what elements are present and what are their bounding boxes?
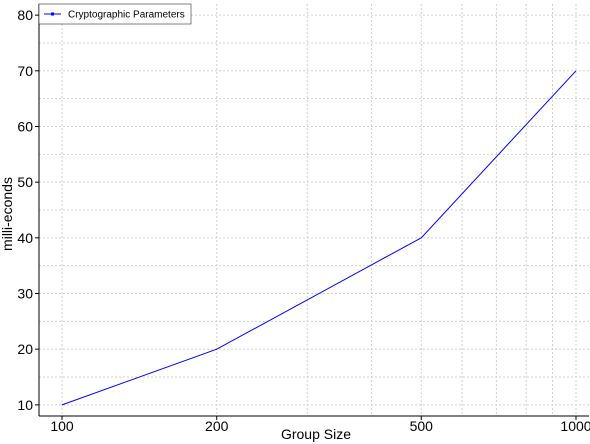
legend-box: [38, 3, 192, 25]
y-tick-label: 30: [17, 286, 33, 302]
x-tick-label: 1000: [560, 418, 590, 434]
legend: Cryptographic Parameters: [38, 3, 192, 25]
plot-area: [39, 4, 589, 416]
x-axis-ticks: 100 200 500 1000: [50, 416, 590, 434]
vertical-gridlines: [61, 4, 577, 416]
x-tick-label: 200: [205, 418, 229, 434]
y-axis-title: milli-econds: [0, 177, 15, 251]
y-tick-label: 20: [17, 341, 33, 357]
legend-swatch-marker: [51, 12, 54, 16]
series-line: [61, 70, 577, 406]
y-axis-ticks: 10 20 30 40 50 60 70 80: [17, 7, 39, 413]
y-tick-label: 80: [17, 7, 33, 23]
y-tick-label: 10: [17, 397, 33, 413]
y-tick-label: 70: [17, 63, 33, 79]
x-tick-label: 100: [50, 418, 74, 434]
legend-entry-label: Cryptographic Parameters: [68, 10, 185, 21]
y-tick-label: 50: [17, 174, 33, 190]
series-group: [61, 70, 577, 406]
x-tick-label: 500: [410, 418, 434, 434]
axes: [38, 4, 589, 417]
y-tick-label: 60: [17, 118, 33, 134]
x-axis-title: Group Size: [281, 426, 351, 442]
y-tick-label: 40: [17, 230, 33, 246]
